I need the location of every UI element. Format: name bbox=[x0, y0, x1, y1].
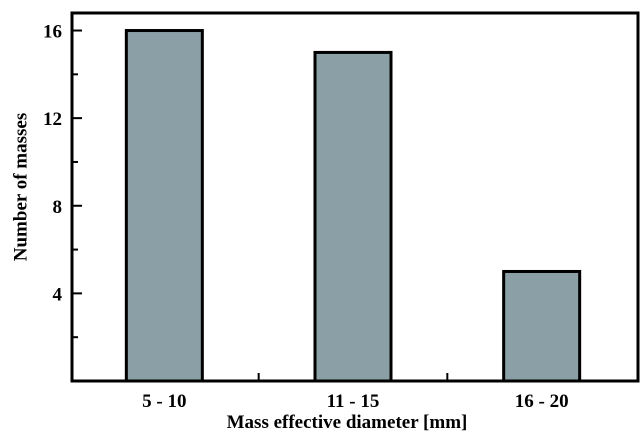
ticks-layer bbox=[72, 29, 449, 381]
y-tick-label: 12 bbox=[43, 109, 62, 130]
labels-layer: 4 8 12 16 5 - 10 11 - 15 16 - 20 bbox=[43, 22, 569, 412]
y-tick-label: 16 bbox=[43, 22, 62, 43]
x-tick-label: 5 - 10 bbox=[142, 391, 186, 412]
bar-11-15 bbox=[313, 50, 393, 383]
x-axis-title: Mass effective diameter [mm] bbox=[227, 412, 468, 433]
y-tick-label: 8 bbox=[53, 197, 63, 218]
bar-16-20 bbox=[502, 269, 582, 383]
y-tick-label: 4 bbox=[53, 284, 63, 305]
x-tick-label: 16 - 20 bbox=[515, 391, 569, 412]
plot-frame bbox=[70, 11, 640, 383]
y-axis-title: Number of masses bbox=[10, 113, 31, 261]
bars-layer bbox=[124, 29, 582, 383]
axes-layer bbox=[70, 11, 640, 383]
x-tick-label: 11 - 15 bbox=[327, 391, 380, 412]
bar-5-10 bbox=[124, 29, 204, 383]
